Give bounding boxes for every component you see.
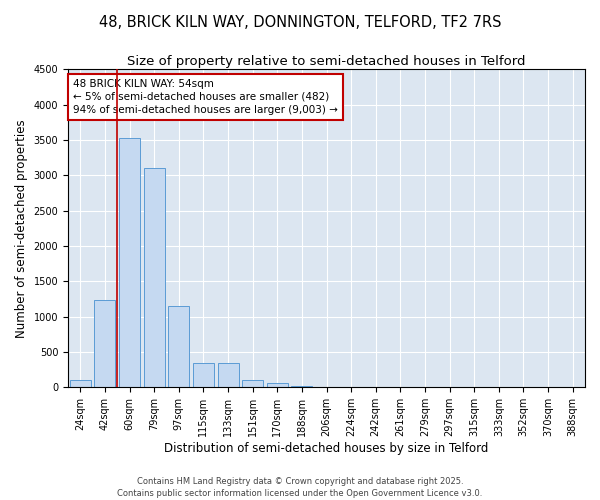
Bar [292, 386, 313, 388]
Y-axis label: Number of semi-detached properties: Number of semi-detached properties [15, 119, 28, 338]
X-axis label: Distribution of semi-detached houses by size in Telford: Distribution of semi-detached houses by … [164, 442, 489, 455]
Text: Contains HM Land Registry data © Crown copyright and database right 2025.
Contai: Contains HM Land Registry data © Crown c… [118, 476, 482, 498]
Bar [70, 380, 91, 388]
Bar [169, 306, 189, 388]
Text: 48, BRICK KILN WAY, DONNINGTON, TELFORD, TF2 7RS: 48, BRICK KILN WAY, DONNINGTON, TELFORD,… [99, 15, 501, 30]
Bar [94, 300, 115, 388]
Bar [267, 384, 288, 388]
Bar [144, 168, 164, 388]
Text: 48 BRICK KILN WAY: 54sqm
← 5% of semi-detached houses are smaller (482)
94% of s: 48 BRICK KILN WAY: 54sqm ← 5% of semi-de… [73, 78, 338, 115]
Bar [119, 138, 140, 388]
Bar [193, 364, 214, 388]
Bar [218, 364, 239, 388]
Title: Size of property relative to semi-detached houses in Telford: Size of property relative to semi-detach… [127, 55, 526, 68]
Bar [242, 380, 263, 388]
Bar [316, 387, 337, 388]
